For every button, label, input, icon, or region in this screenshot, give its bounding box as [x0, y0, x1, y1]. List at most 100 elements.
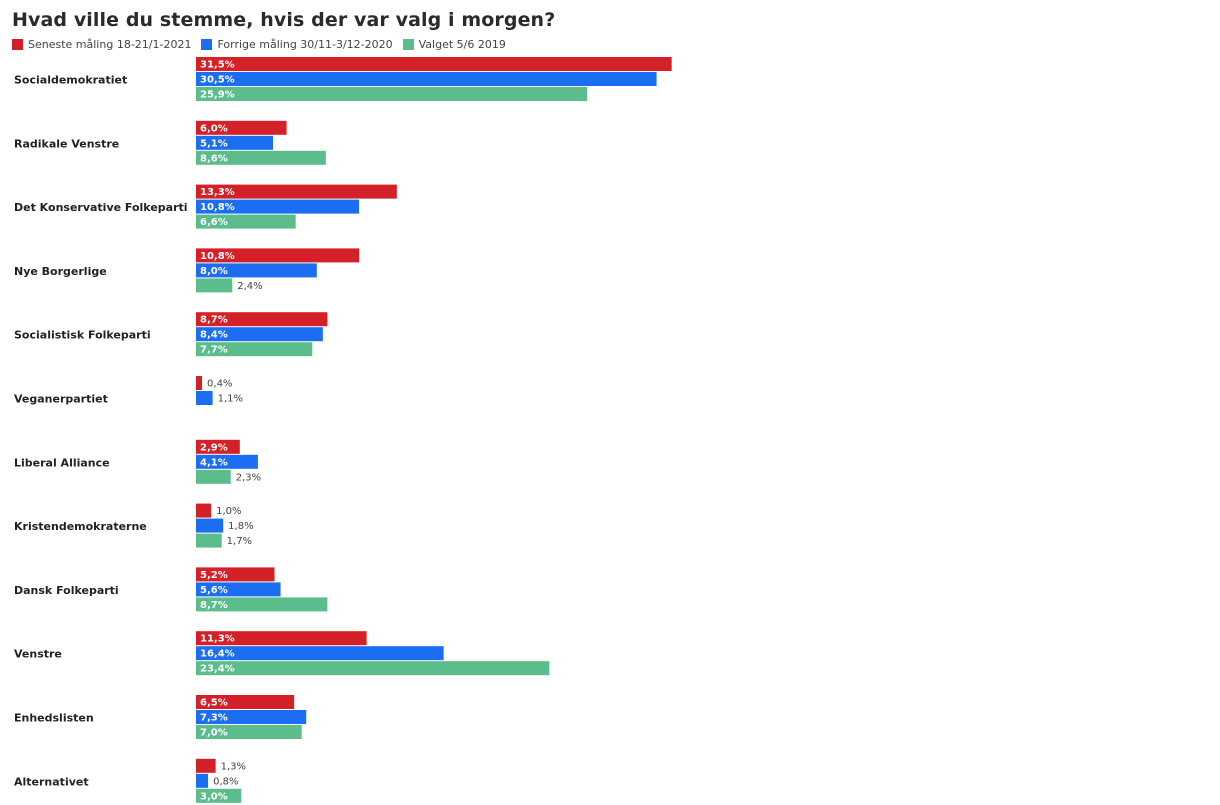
legend-item-forrige: Forrige måling 30/11-3/12-2020: [201, 37, 393, 51]
value-label: 7,7%: [200, 345, 228, 356]
value-label: 10,8%: [200, 251, 235, 262]
bar: [196, 199, 360, 214]
category-label: Veganerpartiet: [14, 393, 108, 406]
bar-group-enhedslisten: Enhedslisten 6,5% 7,3% 7,0%: [14, 695, 307, 739]
value-label: 8,4%: [200, 330, 228, 341]
value-label: 6,0%: [200, 123, 228, 134]
bar: [196, 184, 397, 199]
value-label: 3,0%: [200, 791, 228, 802]
bar: [196, 518, 224, 533]
value-label: 7,0%: [200, 728, 228, 739]
legend-item-valget: Valget 5/6 2019: [402, 37, 506, 51]
chart-title: Hvad ville du stemme, hvis der var valg …: [12, 9, 556, 31]
value-label: 6,5%: [200, 698, 228, 709]
bar: [196, 454, 258, 469]
bar: [196, 503, 212, 518]
category-label: Socialdemokratiet: [14, 74, 127, 87]
bar: [196, 391, 213, 405]
category-label: Kristendemokraterne: [14, 520, 147, 533]
value-label: 10,8%: [200, 202, 235, 213]
category-label: Det Konservative Folkeparti: [14, 201, 188, 214]
bar-group-liberal-alliance: Liberal Alliance 2,9% 4,1% 2,3%: [14, 439, 261, 484]
value-label: 11,3%: [200, 634, 235, 645]
bar: [196, 725, 302, 739]
value-label: 25,9%: [200, 90, 235, 101]
bar: [196, 327, 323, 342]
value-label: 2,3%: [236, 472, 261, 483]
value-label: 6,6%: [200, 217, 228, 228]
value-label: 1,8%: [228, 521, 253, 532]
legend-item-seneste: Seneste måling 18-21/1-2021: [12, 38, 191, 51]
bar: [196, 150, 326, 165]
value-label: 1,1%: [218, 394, 243, 405]
bar-group-kristendemokraterne: Kristendemokraterne 1,0% 1,8% 1,7%: [14, 503, 254, 548]
bar: [196, 57, 672, 71]
value-label: 0,4%: [207, 379, 232, 390]
bar: [196, 758, 216, 773]
chart-legend: Seneste måling 18-21/1-2021 Forrige måli…: [12, 37, 516, 51]
value-label: 23,4%: [200, 664, 235, 675]
bar: [196, 278, 233, 293]
bar: [196, 582, 281, 597]
bar: [196, 631, 367, 646]
category-label: Socialistisk Folkeparti: [14, 329, 151, 342]
bar: [196, 773, 209, 788]
bar: [196, 646, 444, 661]
category-label: Liberal Alliance: [14, 456, 110, 469]
value-label: 1,7%: [227, 536, 252, 547]
bar: [196, 788, 242, 803]
bar-group-radikale-venstre: Radikale Venstre 6,0% 5,1% 8,6%: [14, 120, 326, 165]
value-label: 1,3%: [221, 761, 246, 772]
bar-group-nye-borgerlige: Nye Borgerlige 10,8% 8,0% 2,4%: [14, 248, 360, 293]
value-label: 8,7%: [200, 600, 228, 611]
category-label: Nye Borgerlige: [14, 265, 107, 278]
category-label: Radikale Venstre: [14, 137, 119, 150]
bar: [196, 72, 657, 86]
value-label: 7,3%: [200, 713, 228, 724]
legend-label-seneste: Seneste måling 18-21/1-2021: [28, 37, 192, 51]
value-label: 31,5%: [200, 60, 235, 71]
value-label: 2,9%: [200, 442, 228, 453]
value-label: 30,5%: [200, 75, 235, 86]
bar: [196, 469, 231, 484]
bar: [196, 263, 317, 278]
value-label: 8,0%: [200, 266, 228, 277]
value-label: 5,6%: [200, 585, 228, 596]
bar: [196, 312, 328, 327]
bar: [196, 214, 296, 229]
bar: [196, 533, 222, 548]
value-label: 16,4%: [200, 649, 235, 660]
bar: [196, 87, 588, 101]
bar-group-venstre: Venstre 11,3% 16,4% 23,4%: [14, 631, 550, 676]
bar-group-alternativet: Alternativet 1,3% 0,8% 3,0%: [14, 758, 246, 803]
bar: [196, 567, 275, 582]
bar-group-socialistisk-folkeparti: Socialistisk Folkeparti 8,7% 8,4% 7,7%: [14, 312, 328, 357]
bar: [196, 376, 203, 390]
bar: [196, 695, 295, 709]
bar: [196, 135, 274, 150]
bar: [196, 597, 328, 612]
bar-group-veganerpartiet: Veganerpartiet 0,4% 1,1%: [14, 376, 243, 406]
bar: [196, 120, 287, 135]
legend-label-forrige: Forrige måling 30/11-3/12-2020: [217, 37, 393, 51]
category-label: Venstre: [14, 648, 62, 661]
legend-swatch-seneste: [12, 38, 23, 50]
value-label: 1,0%: [216, 506, 241, 517]
value-label: 5,2%: [200, 570, 228, 581]
legend-label-valget: Valget 5/6 2019: [418, 37, 506, 51]
category-label: Enhedslisten: [14, 712, 94, 725]
category-label: Dansk Folkeparti: [14, 584, 119, 597]
bar: [196, 710, 307, 724]
bar: [196, 248, 360, 263]
value-label: 5,1%: [200, 138, 228, 149]
bar-group-det-konservative-folkeparti: Det Konservative Folkeparti 13,3% 10,8% 6,6…: [14, 184, 397, 229]
value-label: 13,3%: [200, 187, 235, 198]
legend-swatch-forrige: [201, 38, 213, 50]
bar-group-dansk-folkeparti: Dansk Folkeparti 5,2% 5,6% 8,7%: [14, 567, 328, 612]
category-label: Alternativet: [14, 775, 89, 788]
value-label: 0,8%: [213, 776, 238, 787]
bar: [196, 661, 550, 676]
value-label: 4,1%: [200, 457, 228, 468]
bar-group-socialdemokratiet: Socialdemokratiet 31,5% 30,5% 25,9%: [14, 57, 672, 101]
